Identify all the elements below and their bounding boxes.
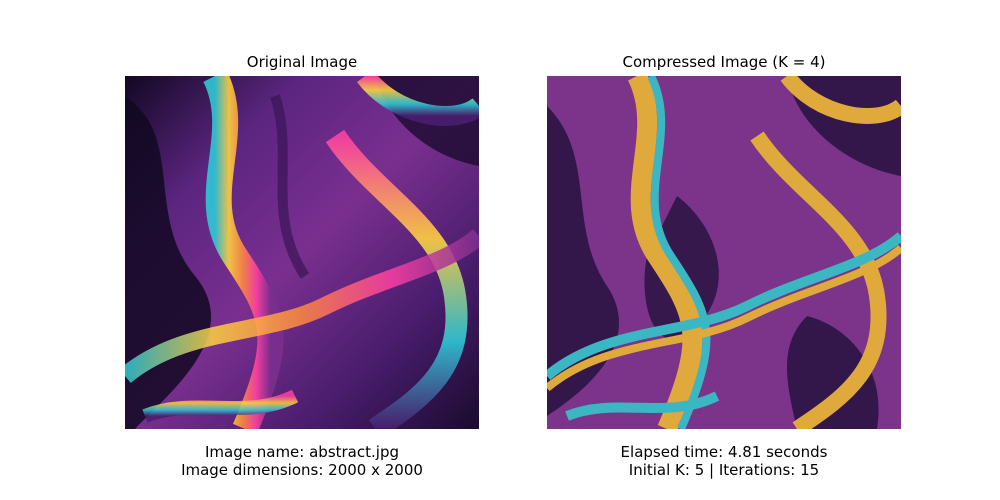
compressed-image-panel: Compressed Image (K = 4) Elapsed time: 4… — [547, 0, 901, 500]
compressed-image-caption: Elapsed time: 4.81 seconds Initial K: 5 … — [487, 443, 961, 479]
compressed-image-title: Compressed Image (K = 4) — [622, 53, 826, 71]
initial-k-iterations-text: Initial K: 5 | Iterations: 15 — [628, 461, 820, 479]
compressed-image — [547, 76, 901, 429]
original-image-title: Original Image — [246, 53, 358, 71]
elapsed-time-text: Elapsed time: 4.81 seconds — [620, 443, 828, 461]
image-dimensions-text: Image dimensions: 2000 x 2000 — [181, 461, 423, 479]
original-image-caption: Image name: abstract.jpg Image dimension… — [65, 443, 539, 479]
compressed-image-art — [547, 76, 901, 429]
original-image-panel: Original Image — [125, 0, 479, 500]
image-name-text: Image name: abstract.jpg — [205, 443, 399, 461]
original-image — [125, 76, 479, 429]
original-image-art — [125, 76, 479, 429]
